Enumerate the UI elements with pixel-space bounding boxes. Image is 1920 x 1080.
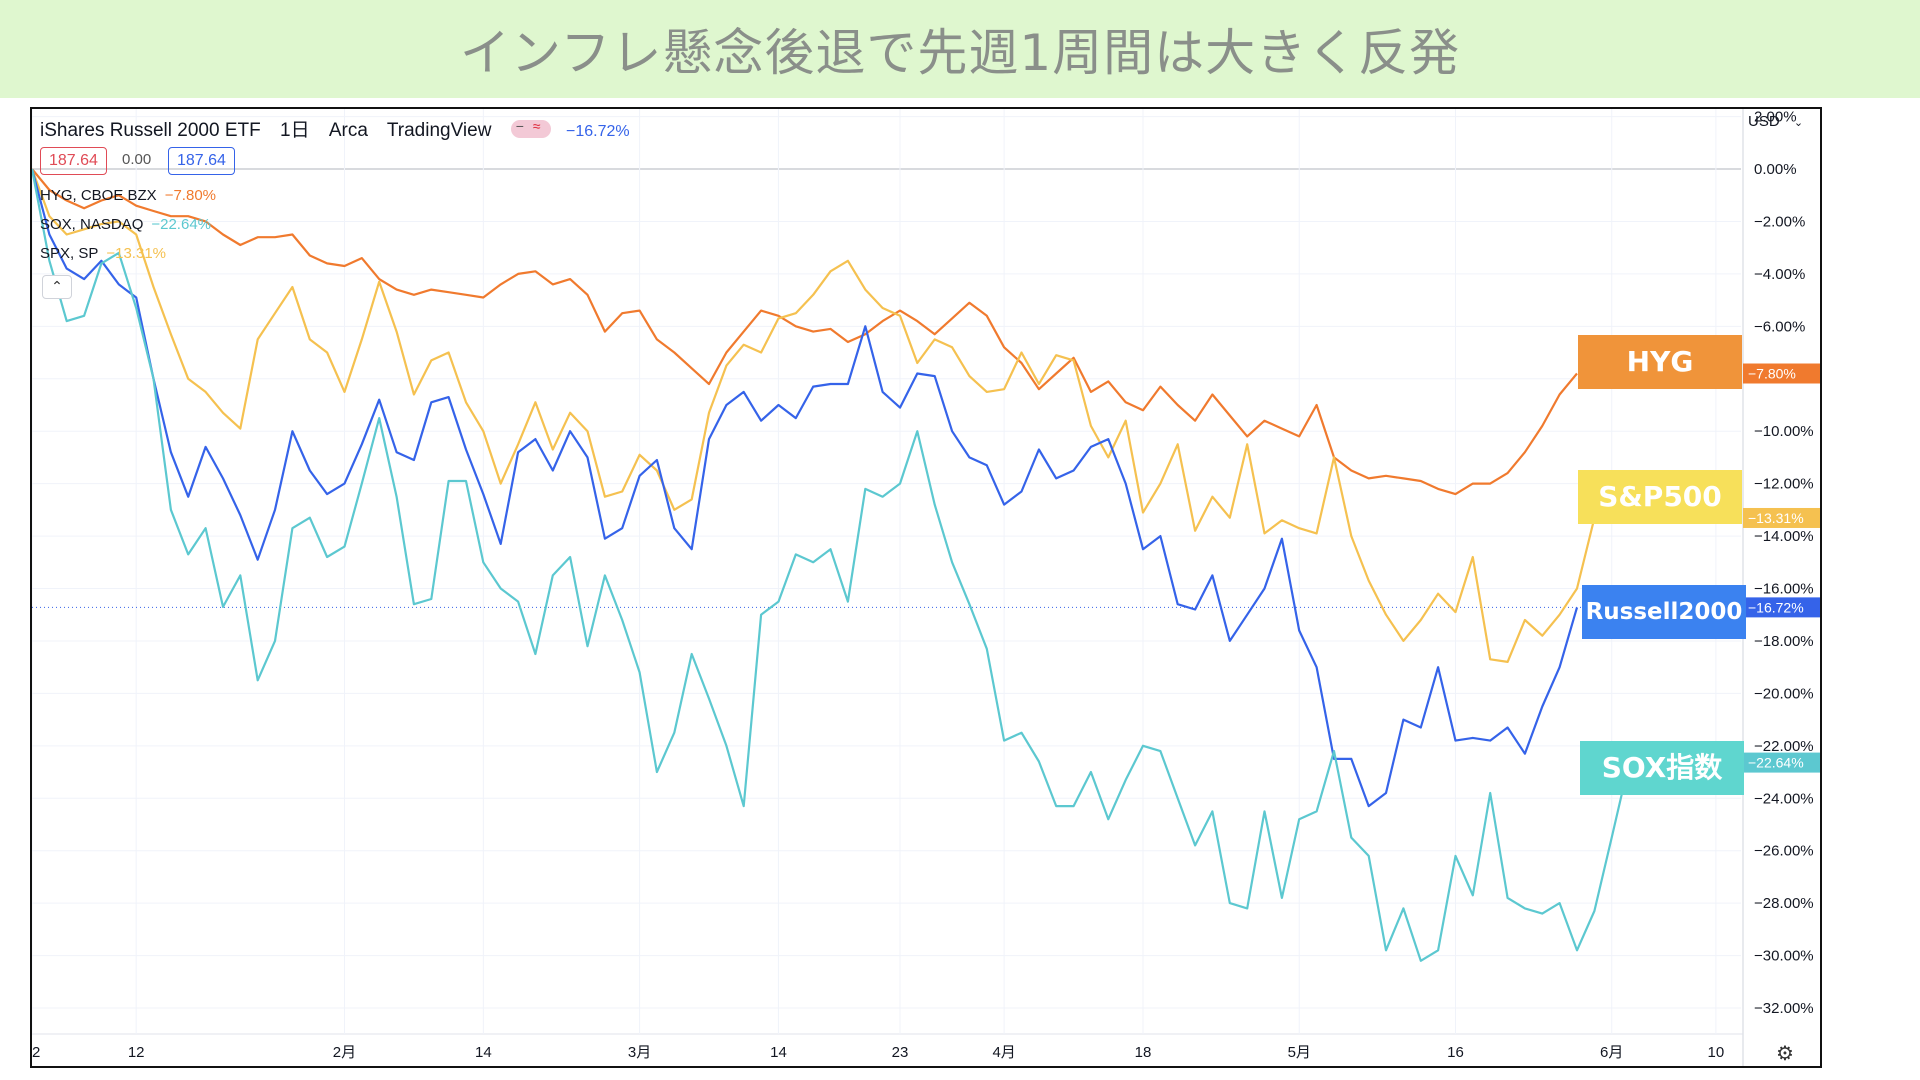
label-russell2000: Russell2000 (1582, 585, 1746, 639)
y-tick-label: −4.00% (1754, 266, 1805, 283)
y-tick-label: −10.00% (1754, 423, 1814, 440)
currency-selector[interactable]: USD ⌄ (1748, 113, 1804, 130)
y-tick-label: −32.00% (1754, 1000, 1814, 1017)
x-tick-label: 12 (128, 1044, 145, 1061)
x-tick-label: 2月 (333, 1044, 356, 1061)
series-line-hyg (32, 168, 1578, 496)
y-tick-label: −22.00% (1754, 738, 1814, 755)
collapse-legend-chevron-icon[interactable]: ⌃ (42, 275, 72, 299)
x-tick-label: 4月 (992, 1044, 1015, 1061)
price-tag (1743, 507, 1820, 528)
chart-panel: 2.00% 0.00% −2.00% −4.00% −6.00% −10.00% −12.0… (30, 107, 1822, 1068)
x-tick-label: 10 (1708, 1044, 1725, 1061)
spread-value: 0.00 (122, 151, 152, 168)
legend-value: −22.64% (151, 216, 211, 233)
x-tick-label: 3月 (628, 1044, 651, 1061)
y-tick-label: 2.00% (1754, 109, 1797, 126)
exchange-label: Arca (328, 120, 368, 141)
label-hyg: HYG (1578, 335, 1742, 389)
symbol-name[interactable]: iShares Russell 2000 ETF (40, 120, 261, 141)
price-tag (1743, 597, 1820, 618)
legend-name: HYG, CBOE BZX (40, 187, 157, 204)
label-sox: SOX指数 (1580, 741, 1744, 795)
gear-icon[interactable]: ⚙ (1776, 1043, 1794, 1065)
legend-name: SOX, NASDAQ (40, 216, 144, 233)
y-tick-label: −26.00% (1754, 843, 1814, 860)
series-line-spx (32, 168, 1596, 664)
y-tick-label: −30.00% (1754, 948, 1814, 965)
y-tick-label: −12.00% (1754, 476, 1814, 493)
price-tag-label: −13.31% (1748, 510, 1804, 526)
x-tick-label: 6月 (1600, 1044, 1623, 1061)
bid-price[interactable]: 187.64 (40, 147, 107, 175)
ask-price[interactable]: 187.64 (168, 147, 235, 175)
legend-value: −13.31% (106, 245, 166, 262)
header-change: −16.72% (566, 123, 630, 140)
label-sp500: S&P500 (1578, 470, 1742, 524)
price-tag-label: −7.80% (1748, 366, 1796, 382)
legend-value: −7.80% (164, 187, 216, 204)
y-tick-label: −16.00% (1754, 581, 1814, 598)
legend-item-hyg[interactable]: HYG, CBOE BZX −7.80% (40, 187, 216, 204)
source-label: TradingView (386, 120, 492, 141)
x-tick-label: 23 (892, 1044, 909, 1061)
legend-item-sox[interactable]: SOX, NASDAQ −22.64% (40, 216, 211, 233)
price-tag-label: −22.64% (1748, 755, 1804, 771)
price-tag (1743, 363, 1820, 384)
x-tick-label: 22 (32, 1044, 40, 1061)
x-tick-label: 18 (1135, 1044, 1152, 1061)
y-tick-label: −18.00% (1754, 633, 1814, 650)
series-line-russell2000 (32, 168, 1579, 808)
compare-toggle-icon[interactable]: − ≈ (510, 118, 551, 138)
x-tick-label: 16 (1447, 1044, 1464, 1061)
chart-canvas[interactable]: 2.00% 0.00% −2.00% −4.00% −6.00% −10.00% −12.0… (32, 109, 1820, 1066)
x-tick-label: 14 (475, 1044, 492, 1061)
legend-name: SPX, SP (40, 245, 99, 262)
chart-title: インフレ懸念後退で先週1周間は大きく反発 (459, 24, 1461, 82)
x-tick-label: 5月 (1288, 1044, 1311, 1061)
legend-item-spx[interactable]: SPX, SP −13.31% (40, 245, 166, 262)
y-tick-label: −28.00% (1754, 895, 1814, 912)
x-tick-label: 14 (770, 1044, 787, 1061)
y-tick-label: −20.00% (1754, 685, 1814, 702)
y-tick-label: 0.00% (1754, 161, 1797, 178)
chart-header: iShares Russell 2000 ETF 1日 Arca Trading… (40, 115, 644, 142)
y-tick-label: −24.00% (1754, 790, 1814, 807)
series-line-sox (32, 168, 1631, 962)
price-tag-label: −16.72% (1748, 599, 1804, 615)
y-tick-label: −6.00% (1754, 318, 1805, 335)
interval-label[interactable]: 1日 (280, 120, 310, 141)
price-tag (1743, 752, 1820, 773)
title-banner: インフレ懸念後退で先週1周間は大きく反発 (0, 0, 1920, 98)
y-tick-label: −14.00% (1754, 528, 1814, 545)
y-tick-label: −2.00% (1754, 213, 1805, 230)
